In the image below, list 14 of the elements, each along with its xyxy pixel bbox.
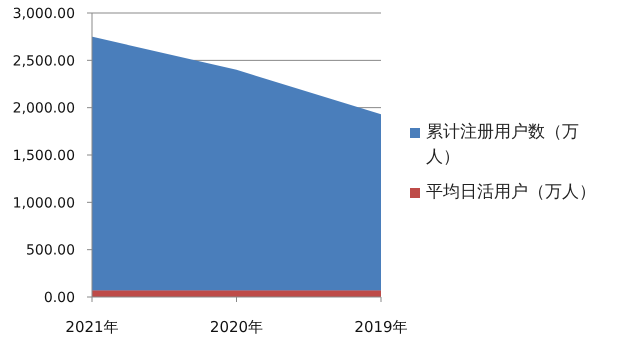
y-tick-label: 500.00 <box>26 242 75 259</box>
y-tick-label: 0.00 <box>44 290 75 306</box>
x-tick-label: 2020年 <box>210 318 264 336</box>
y-tick-label: 2,500.00 <box>12 53 75 70</box>
legend-label: 平均日活用户（万人） <box>426 181 596 204</box>
x-tick-label: 2019年 <box>354 318 408 336</box>
x-tick-label: 2021年 <box>65 318 119 336</box>
y-tick-label: 3,000.00 <box>12 6 75 22</box>
legend-label: 累计注册用户数（万人） <box>426 121 580 169</box>
y-tick-label: 1,500.00 <box>12 148 75 164</box>
y-tick-label: 2,000.00 <box>12 100 75 117</box>
legend-item: 平均日活用户（万人） <box>410 180 610 205</box>
y-tick-label: 1,000.00 <box>12 195 75 212</box>
legend-item: 累计注册用户数（万人） <box>410 120 610 170</box>
